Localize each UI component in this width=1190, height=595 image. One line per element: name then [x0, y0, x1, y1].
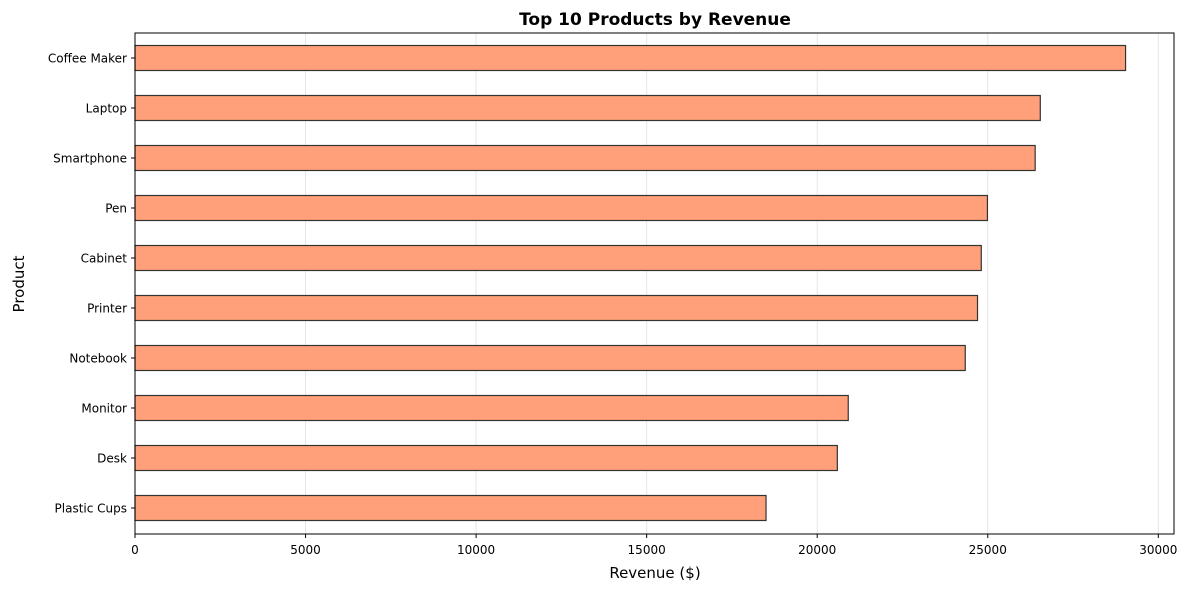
bar-printer — [134, 294, 979, 322]
x-tick-label: 5000 — [290, 543, 321, 557]
x-axis-ticks: 0 5000 10000 15000 20000 25000 30000 — [131, 534, 1177, 557]
bar-coffee-maker — [134, 44, 1127, 72]
bars — [134, 44, 1127, 522]
y-tick-label: Smartphone — [53, 152, 127, 166]
y-tick-label: Desk — [97, 452, 127, 466]
chart-title: Top 10 Products by Revenue — [519, 10, 791, 30]
bar-plastic-cups — [134, 494, 767, 522]
x-tick-label: 30000 — [1139, 543, 1177, 557]
x-tick-label: 10000 — [457, 543, 495, 557]
x-tick-label: 25000 — [969, 543, 1007, 557]
y-tick-label: Cabinet — [81, 252, 128, 266]
bar-notebook — [134, 344, 966, 372]
bar-laptop — [134, 94, 1041, 122]
bar-pen — [134, 194, 989, 222]
x-tick-label: 0 — [131, 543, 139, 557]
y-tick-label: Notebook — [69, 352, 127, 366]
bar-monitor — [134, 394, 849, 422]
bar-desk — [134, 444, 838, 472]
x-tick-label: 15000 — [628, 543, 666, 557]
y-tick-label: Printer — [87, 302, 127, 316]
y-axis-label: Product — [10, 255, 28, 312]
x-tick-label: 20000 — [798, 543, 836, 557]
bar-cabinet — [134, 244, 982, 272]
y-tick-label: Plastic Cups — [55, 502, 127, 516]
bar-smartphone — [134, 144, 1036, 172]
x-axis-label: Revenue ($) — [609, 564, 700, 582]
y-axis-ticks: Coffee Maker Laptop Smartphone Pen Cabinet Pr… — [48, 52, 135, 516]
y-tick-label: Pen — [105, 202, 127, 216]
y-tick-label: Laptop — [86, 102, 127, 116]
plot-frame — [134, 32, 1175, 535]
y-tick-label: Coffee Maker — [48, 52, 127, 66]
y-tick-label: Monitor — [81, 402, 127, 416]
